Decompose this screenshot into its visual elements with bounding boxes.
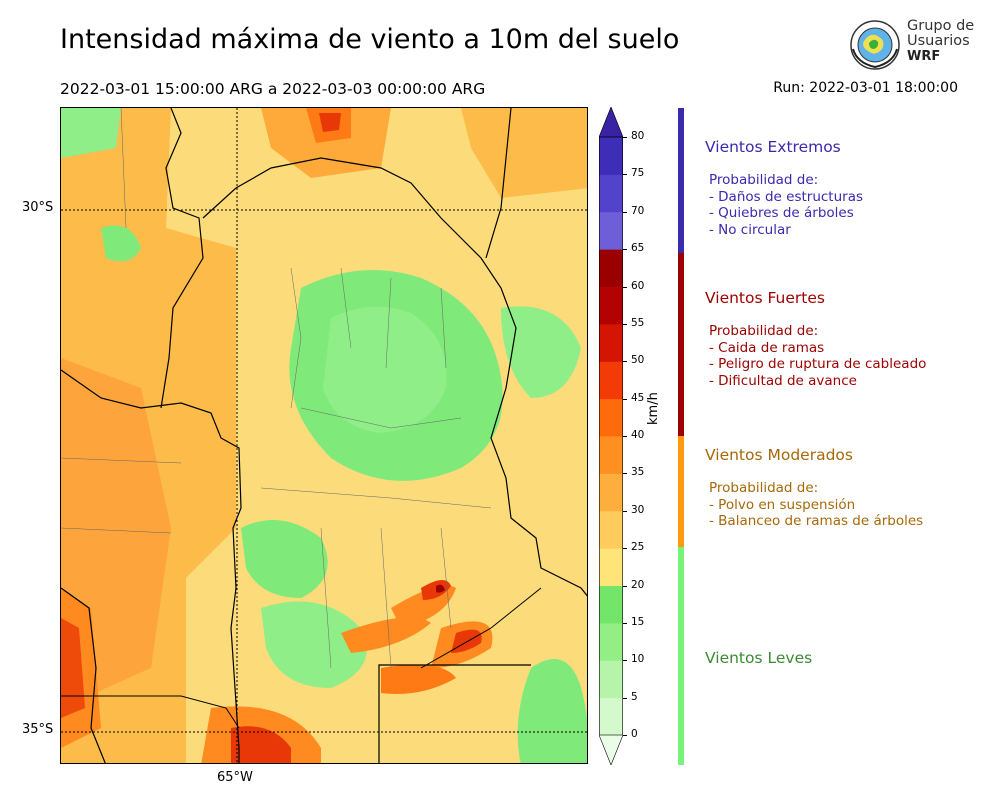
category-bar-leves [678, 547, 684, 765]
plot-title: Intensidad máxima de viento a 10m del su… [60, 24, 680, 55]
category-desc-moderados: Probabilidad de: - Polvo en suspensión -… [709, 480, 923, 530]
colorbar-segment [599, 473, 623, 512]
colorbar-tick-mark [623, 398, 627, 400]
colorbar-tick-label: 35 [631, 466, 645, 479]
category-item: - Daños de estructuras [709, 188, 864, 205]
colorbar-tick-label: 20 [631, 578, 645, 591]
colorbar-segment [599, 510, 623, 549]
category-bar-extremos [678, 108, 684, 253]
category-bar-moderados [678, 436, 684, 547]
category-title-fuertes: Vientos Fuertes [705, 289, 825, 307]
colorbar-tick-label: 15 [631, 615, 645, 628]
colorbar-frame [599, 136, 623, 736]
valid-period: 2022-03-01 15:00:00 ARG a 2022-03-03 00:… [60, 80, 486, 98]
colorbar-segment [599, 137, 623, 175]
globe-emblem-icon [850, 20, 900, 70]
category-heading-fuertes: Probabilidad de: [709, 323, 819, 339]
colorbar-segment [599, 398, 623, 437]
colorbar-tick-mark [623, 473, 627, 475]
lon-label-65w: 65°W [217, 770, 253, 785]
colorbar [599, 107, 623, 765]
colorbar-tick-mark [623, 174, 627, 176]
colorbar-segment [599, 548, 623, 586]
colorbar-tick-mark [623, 323, 627, 325]
logo-line-2: Usuarios [907, 33, 970, 49]
colorbar-tick-label: 60 [631, 279, 645, 292]
colorbar-tick-mark [623, 211, 627, 213]
category-item: - Balanceo de ramas de árboles [709, 513, 924, 529]
lat-label-30s: 30°S [22, 200, 54, 215]
lat-label-35s: 35°S [22, 722, 54, 737]
category-desc-extremos: Probabilidad de: - Daños de estructuras … [709, 172, 863, 238]
colorbar-segment [599, 211, 623, 250]
colorbar-segment [599, 249, 623, 287]
colorbar-extend-low [599, 734, 623, 765]
category-item: - Caida de ramas [709, 339, 825, 356]
colorbar-tick-label: 40 [631, 429, 645, 441]
colorbar-tick-mark [623, 622, 627, 624]
colorbar-segment [599, 174, 623, 213]
category-heading-moderados: Probabilidad de: [709, 480, 819, 496]
colorbar-tick-label: 80 [631, 130, 645, 142]
category-title-extremos: Vientos Extremos [705, 138, 841, 156]
category-desc-fuertes: Probabilidad de: - Caida de ramas - Peli… [709, 323, 926, 389]
colorbar-tick-label: 5 [631, 690, 638, 703]
category-title-leves: Vientos Leves [705, 649, 813, 667]
colorbar-segment [599, 286, 623, 325]
category-heading-extremos: Probabilidad de: [709, 172, 819, 188]
category-item: - Peligro de ruptura de cableado [709, 356, 927, 372]
colorbar-tick-label: 30 [631, 503, 645, 516]
colorbar-segment [599, 697, 623, 736]
colorbar-extend-high [599, 107, 623, 138]
colorbar-segment [599, 622, 623, 661]
logo-line-1: Grupo de [907, 18, 975, 34]
category-bar-fuertes [678, 253, 684, 436]
colorbar-tick-mark [623, 436, 627, 437]
colorbar-segment [599, 436, 623, 474]
colorbar-tick-mark [623, 697, 627, 699]
colorbar-segment [599, 585, 623, 624]
colorbar-segment [599, 660, 623, 699]
colorbar-tick-label: 10 [631, 653, 645, 666]
colorbar-tick-label: 25 [631, 541, 645, 554]
colorbar-tick-mark [623, 548, 627, 550]
category-item: - Dificultad de avance [709, 372, 857, 389]
grupo-usuarios-wrf-logo: Grupo de Usuarios WRF [849, 17, 979, 73]
colorbar-tick-mark [623, 137, 627, 138]
colorbar-tick-label: 55 [631, 316, 645, 329]
colorbar-unit: km/h [646, 392, 661, 425]
colorbar-tick-label: 0 [631, 728, 638, 740]
wind-map [60, 107, 588, 764]
category-item: - Quiebres de árboles [709, 205, 854, 221]
colorbar-tick-mark [623, 361, 627, 363]
wind-field-svg [61, 108, 587, 763]
colorbar-tick-label: 70 [631, 204, 645, 217]
run-time: Run: 2022-03-01 18:00:00 [773, 80, 958, 96]
category-item: - No circular [709, 221, 791, 238]
colorbar-segment [599, 323, 623, 362]
logo-line-3: WRF [907, 49, 941, 64]
colorbar-tick-label: 50 [631, 354, 645, 367]
colorbar-tick-label: 75 [631, 167, 645, 180]
colorbar-segment [599, 361, 623, 400]
colorbar-tick-mark [623, 286, 627, 288]
category-item: - Polvo en suspensión [709, 496, 856, 513]
category-title-moderados: Vientos Moderados [705, 446, 853, 464]
colorbar-tick-mark [623, 249, 627, 251]
colorbar-tick-mark [623, 585, 627, 587]
colorbar-tick-label: 65 [631, 242, 645, 255]
colorbar-tick-mark [623, 735, 627, 736]
colorbar-tick-label: 45 [631, 391, 645, 404]
colorbar-tick-mark [623, 510, 627, 512]
colorbar-tick-mark [623, 660, 627, 662]
